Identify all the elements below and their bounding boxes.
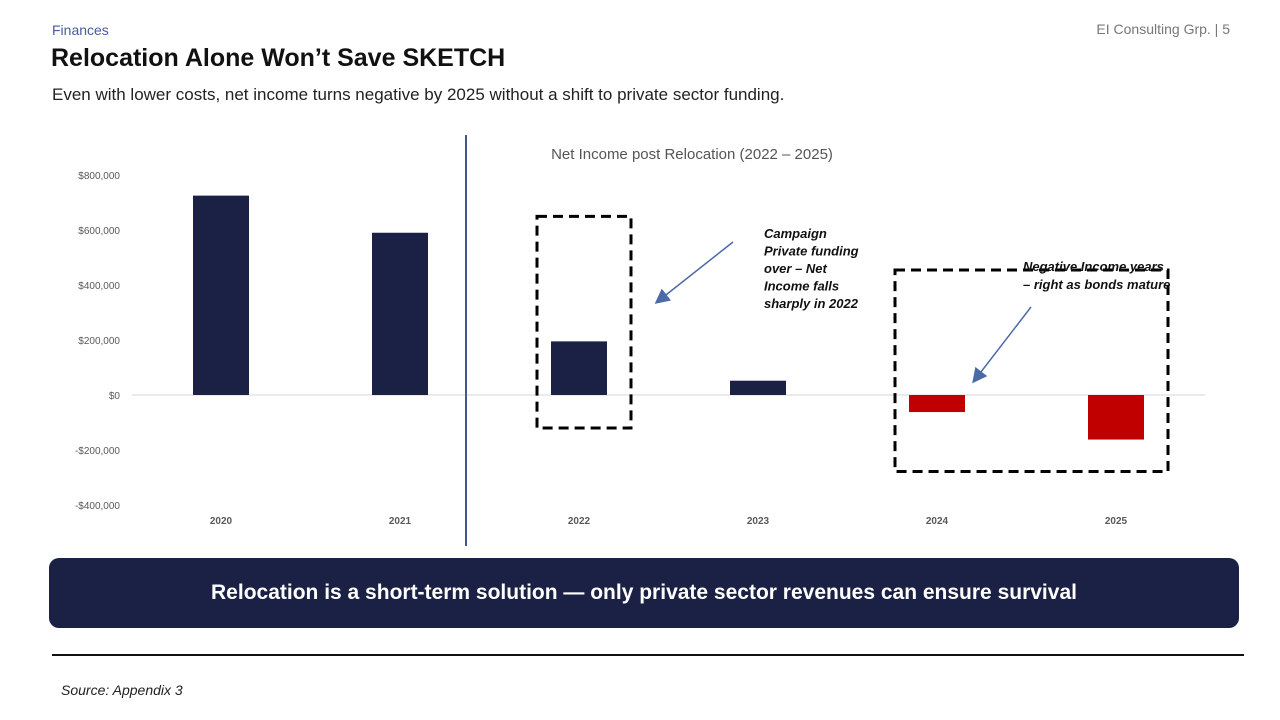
negative-annotation: Negative Income years – right as bonds m… — [1023, 259, 1170, 292]
bar-2021 — [372, 232, 428, 395]
page-title: Relocation Alone Won’t Save SKETCH — [51, 44, 506, 72]
page-tag: EI Consulting Grp. | 5 — [1096, 21, 1230, 37]
bar-2024 — [909, 395, 965, 413]
y-tick-label: $0 — [109, 391, 121, 402]
y-axis: $800,000 $600,000 $400,000 $200,000 $0 -$200,… — [75, 171, 120, 512]
campaign-arrow — [654, 241, 734, 304]
highlight-box-campaign — [535, 214, 633, 430]
y-tick-label: $800,000 — [78, 171, 120, 182]
y-tick-label: $200,000 — [78, 336, 120, 347]
x-tick-label: 2023 — [747, 516, 770, 527]
x-tick-label: 2025 — [1105, 516, 1128, 527]
y-tick-label: -$400,000 — [75, 501, 120, 512]
highlights — [535, 214, 1170, 474]
y-tick-label: $400,000 — [78, 281, 120, 292]
chart-title: Net Income post Relocation (2022 – 2025) — [551, 146, 833, 163]
campaign-annotation: Campaign Private funding over – Net Inco… — [764, 226, 862, 311]
source-note: Source: Appendix 3 — [61, 682, 183, 698]
section-label: Finances — [52, 22, 109, 38]
x-tick-label: 2024 — [926, 516, 949, 527]
y-tick-label: -$200,000 — [75, 446, 120, 457]
x-axis: 2020 2021 2022 2023 2024 2025 — [210, 516, 1128, 527]
highlight-box-negative — [893, 268, 1170, 474]
negative-arrow — [972, 306, 1032, 384]
x-tick-label: 2022 — [568, 516, 591, 527]
bars — [193, 195, 1144, 440]
bar-2022 — [551, 341, 607, 395]
x-tick-label: 2020 — [210, 516, 233, 527]
y-tick-label: $600,000 — [78, 226, 120, 237]
footer-rule — [52, 654, 1244, 656]
bar-2020 — [193, 195, 249, 395]
bar-2023 — [730, 380, 786, 395]
net-income-chart: Net Income post Relocation (2022 – 2025)… — [75, 135, 1205, 546]
x-tick-label: 2021 — [389, 516, 412, 527]
conclusion-banner: Relocation is a short-term solution — on… — [49, 558, 1239, 628]
bar-2025 — [1088, 395, 1144, 440]
page-subtitle: Even with lower costs, net income turns … — [52, 85, 785, 104]
